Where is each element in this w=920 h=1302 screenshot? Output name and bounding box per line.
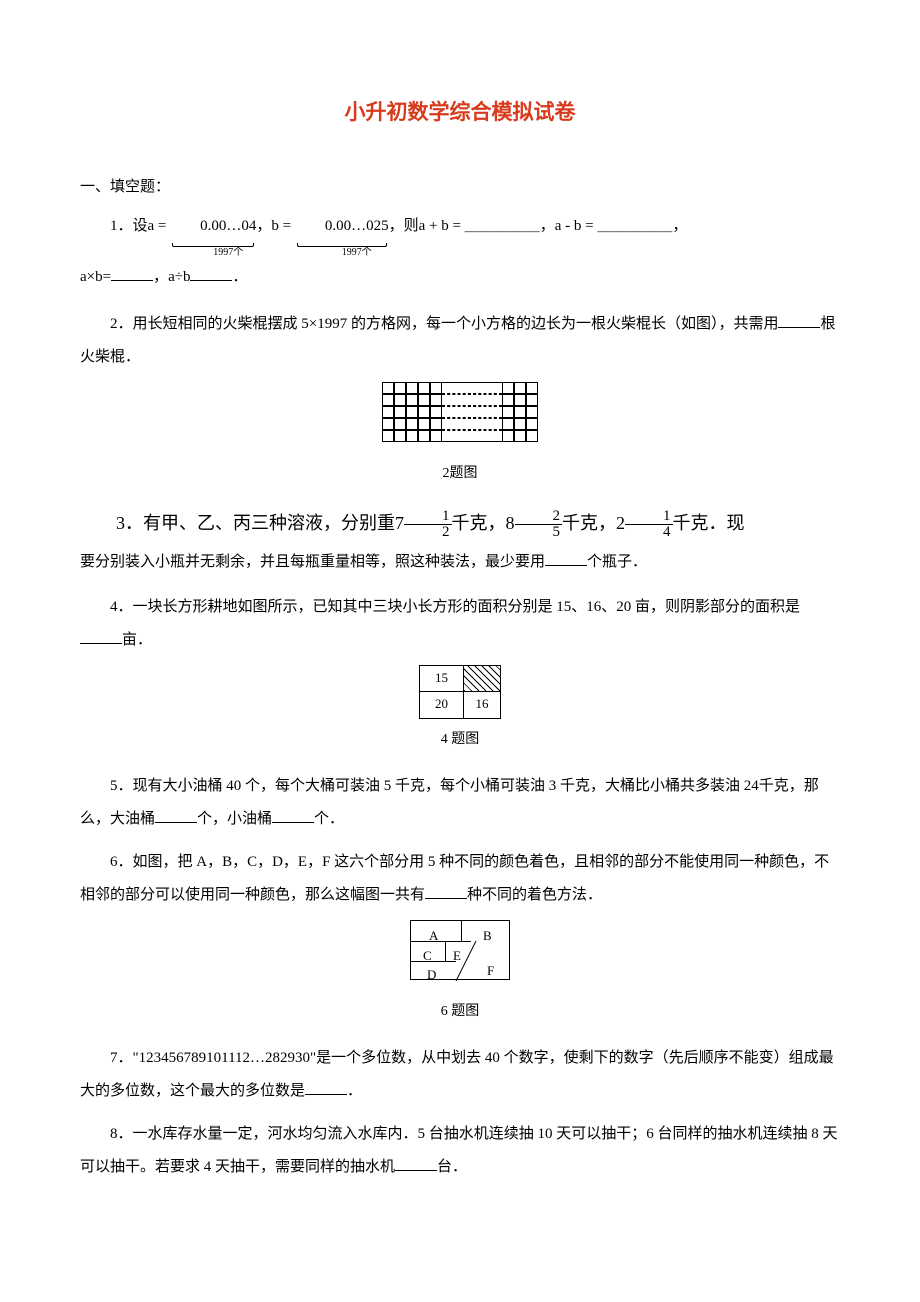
q3-f3d: 4 [625,525,673,541]
q5-c: 个． [314,811,344,827]
q3-f1d: 2 [404,525,452,541]
q6-label-D: D [427,961,436,990]
q3-frac2: 25 [515,509,563,542]
q2-blank [778,313,820,328]
q4-cell-16: 16 [464,692,500,718]
q1-brace-2: 0.00…025 1997个 [295,210,389,259]
q6-blank [425,884,467,899]
q3-f3n: 1 [625,509,673,525]
q3-c: 千克，2 [562,513,625,533]
q7-b: ． [347,1083,362,1099]
q1-l2c: ． [232,269,247,285]
q4-b: 亩． [122,632,152,648]
question-3-line2: 要分别装入小瓶并无剩余，并且每瓶重量相等，照这种装法，最少要用 个瓶子． [80,546,840,579]
q5-blank2 [272,808,314,823]
q4-cell-15: 15 [420,666,464,692]
q3-frac1: 12 [404,509,452,542]
q1-mid3: ，a - b = [540,218,598,234]
q1-brace1-sub: 1997个 [170,247,256,259]
q1-mid4: ， [672,218,687,234]
question-8: 8．一水库存水量一定，河水均匀流入水库内．5 台抽水机连续抽 10 天可以抽干；… [80,1118,840,1184]
q3-frac3: 14 [625,509,673,542]
q8-blank [395,1156,437,1171]
q6-label-B: B [483,922,492,951]
q3-f2d: 5 [515,525,563,541]
q1-seq1: 0.00…04 [200,218,256,234]
q1-blank-2: ＿＿＿＿＿ [597,218,672,234]
q4-caption: 4 题图 [80,725,840,756]
q3-b: 千克，8 [452,513,515,533]
q6-label-E: E [453,942,461,971]
q5-b: 个，小油桶 [197,811,272,827]
q3-f2n: 2 [515,509,563,525]
q1-blank-4 [190,266,232,281]
q3-d: 千克．现 [673,513,745,533]
q3-l2a: 要分别装入小瓶并无剩余，并且每瓶重量相等，照这种装法，最少要用 [80,554,545,570]
q1-mid2: ，则a + b = [389,218,465,234]
question-5: 5．现有大小油桶 40 个，每个大桶可装油 5 千克，每个小桶可装油 3 千克，… [80,770,840,836]
question-3: 3．有甲、乙、丙三种溶液，分别重712千克，825千克，214千克．现 [80,504,840,544]
q3-l2b: 个瓶子． [587,554,647,570]
q4-blank [80,629,122,644]
question-4: 4．一块长方形耕地如图所示，已知其中三块小长方形的面积分别是 15、16、20 … [80,591,840,657]
q1-brace2-sub: 1997个 [295,247,389,259]
q2-a: 2．用长短相同的火柴棍摆成 5×1997 的方格网，每一个小方格的边长为一根火柴… [110,316,778,332]
q8-b: 台． [437,1159,467,1175]
q3-f1n: 1 [404,509,452,525]
page-title: 小升初数学综合模拟试卷 [80,90,840,136]
q7-blank [305,1080,347,1095]
q7-a: 7．"123456789101112…282930"是一个多位数，从中划去 40… [80,1050,834,1099]
question-7: 7．"123456789101112…282930"是一个多位数，从中划去 40… [80,1042,840,1108]
q1-blank-1: ＿＿＿＿＿ [465,218,540,234]
q6-caption: 6 题图 [80,997,840,1028]
q5-blank1 [155,808,197,823]
question-6: 6．如图，把 A，B，C，D，E，F 这六个部分用 5 种不同的颜色着色，且相邻… [80,846,840,912]
q1-l2b: ，a÷b [153,269,190,285]
q6-label-F: F [487,957,494,986]
q3-blank [545,551,587,566]
q4-cell-20: 20 [420,692,464,718]
q1-brace-1: 0.00…04 1997个 [170,210,256,259]
question-2: 2．用长短相同的火柴棍摆成 5×1997 的方格网，每一个小方格的边长为一根火柴… [80,308,840,374]
q6-b: 种不同的着色方法． [467,887,602,903]
q2-caption: 2题图 [80,459,840,490]
question-1: 1．设a = 0.00…04 1997个 ，b = 0.00…025 1997个 ，则a… [80,210,840,259]
q4-cell-shade [464,666,500,692]
q1-l2a: a×b= [80,269,111,285]
q1-mid1: ，b = [256,218,294,234]
section-1-heading: 一、填空题： [80,171,840,204]
question-1-line2: a×b= ，a÷b ． [80,261,840,294]
q2-figure: 2题图 [80,382,840,490]
q1-prefix: 1．设a = [110,218,170,234]
q3-a: 3．有甲、乙、丙三种溶液，分别重7 [116,513,404,533]
q1-blank-3 [111,266,153,281]
q4-a: 4．一块长方形耕地如图所示，已知其中三块小长方形的面积分别是 15、16、20 … [110,599,800,615]
q4-figure: 15 2016 4 题图 [80,665,840,757]
q6-figure: A B C E D F 6 题图 [80,920,840,1028]
q1-seq2: 0.00…025 [325,218,389,234]
